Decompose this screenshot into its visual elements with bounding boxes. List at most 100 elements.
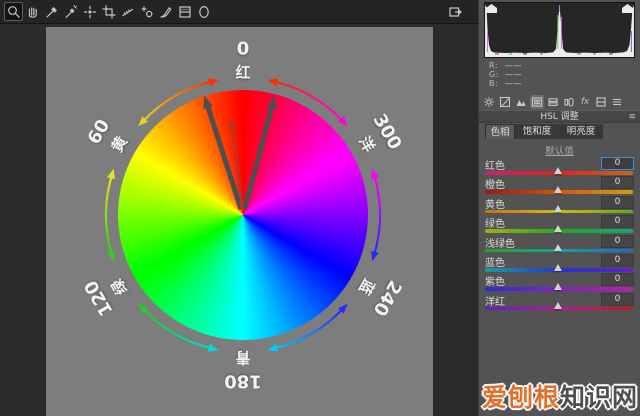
wheel-hue-label: 青	[235, 348, 251, 367]
zoom-tool-icon[interactable]	[4, 2, 23, 21]
hsl-slider-thumb[interactable]	[554, 263, 562, 271]
hsl-slider-label: 洋红	[485, 296, 505, 308]
presets-tab-icon[interactable]	[594, 95, 608, 109]
hsl-slider-value-input[interactable]: 0	[601, 157, 634, 170]
arc-arrowhead	[207, 343, 219, 352]
wheel-degree-label: 180	[224, 370, 262, 392]
hsl-slider-label: 绿色	[485, 219, 505, 231]
rgb-readout-b: B: ——	[489, 79, 522, 88]
color-sampler-tool-icon[interactable]	[61, 2, 80, 21]
arc-arrowhead	[371, 250, 379, 262]
wheel-labels: 0 红 300 洋 240 蓝 180 青 120 绿 60 黄	[46, 27, 433, 416]
camera-calibration-tab-icon[interactable]	[610, 95, 624, 109]
rgb-readout-g: G: ——	[489, 70, 522, 79]
hue-selection-arrowhead	[266, 95, 277, 110]
hsl-slider-row: 黄色 0	[479, 195, 640, 215]
detail-tab-icon[interactable]	[514, 95, 528, 109]
hsl-slider-thumb[interactable]	[554, 302, 562, 310]
hsl-slider-row: 浅绿色 0	[479, 234, 640, 254]
wheel-annotations	[104, 78, 382, 352]
wheel-hue-label: 黄	[108, 132, 132, 155]
hsl-slider-thumb[interactable]	[554, 244, 562, 252]
adjustment-brush-tool-icon[interactable]	[156, 2, 175, 21]
hsl-slider-thumb[interactable]	[554, 205, 562, 213]
hue-color-wheel	[118, 90, 368, 340]
histogram	[484, 2, 635, 58]
crop-tool-icon[interactable]	[99, 2, 118, 21]
effects-tab-icon[interactable]: fx	[580, 96, 590, 107]
hsl-panel-header: HSL 调整 ≡	[479, 110, 640, 123]
arc-arrowhead	[267, 343, 279, 352]
radial-filter-tool-icon[interactable]	[194, 2, 213, 21]
camera-raw-toolbar	[0, 0, 478, 24]
hue-selection-arrow	[242, 105, 275, 210]
tab-saturation[interactable]: 饱和度	[515, 124, 559, 139]
shadow-clipping-indicator[interactable]	[486, 4, 497, 13]
hsl-slider-thumb[interactable]	[554, 282, 562, 290]
tab-luminance[interactable]: 明亮度	[559, 124, 603, 139]
white-balance-tool-icon[interactable]	[42, 2, 61, 21]
hsl-grayscale-tab-icon[interactable]	[530, 94, 544, 109]
hue-selection-arrow	[230, 126, 244, 210]
hsl-slider-row: 红色 0	[479, 157, 640, 176]
hsl-slider-thumb[interactable]	[554, 185, 562, 193]
wheel-degree-label: 0	[236, 38, 250, 60]
straighten-tool-icon[interactable]	[118, 2, 137, 21]
hue-arc-arrow	[104, 176, 113, 254]
hsl-slider-row: 橙色 0	[479, 176, 640, 195]
highlight-clipping-indicator[interactable]	[622, 4, 633, 13]
hsl-slider-label: 紫色	[485, 277, 505, 289]
targeted-adjustment-tool-icon[interactable]	[80, 2, 99, 21]
arc-arrowhead	[337, 116, 348, 127]
tone-curve-tab-icon[interactable]	[498, 95, 512, 109]
hue-arc-arrow	[373, 176, 382, 254]
hsl-slider-value-input[interactable]: 0	[601, 234, 634, 248]
hsl-slider-row: 紫色 0	[479, 273, 640, 292]
hand-tool-icon[interactable]	[23, 2, 42, 21]
wheel-hue-label: 红	[235, 63, 251, 82]
arc-arrowhead	[107, 168, 115, 180]
hsl-slider-label: 黄色	[485, 199, 505, 211]
split-toning-tab-icon[interactable]	[546, 95, 560, 109]
hsl-slider-value-input[interactable]: 0	[601, 195, 634, 209]
hsl-slider-label: 橙色	[485, 180, 505, 192]
hsl-slider-thumb[interactable]	[554, 166, 562, 174]
arc-arrowhead	[267, 78, 279, 87]
hue-selection-arrowhead	[228, 119, 236, 130]
basic-tab-icon[interactable]	[482, 95, 496, 109]
camera-raw-panel: R: —— G: —— B: —— fx HSL 调整 ≡ 色相 饱和度 明亮度	[478, 0, 640, 416]
hue-arc-arrow	[143, 81, 211, 121]
site-watermark: 爱刨根知识网	[482, 378, 638, 414]
hsl-slider-value-input[interactable]: 0	[601, 254, 634, 267]
document-canvas: 0 红 300 洋 240 蓝 180 青 120 绿 60 黄	[46, 27, 433, 416]
open-preferences-icon[interactable]	[445, 2, 464, 21]
hsl-slider-value-input[interactable]: 0	[601, 273, 634, 287]
histogram-plot	[485, 5, 634, 57]
hue-arc-arrow	[275, 81, 343, 121]
hsl-slider-value-input[interactable]: 0	[601, 292, 634, 306]
hue-arc-arrow	[143, 309, 211, 349]
graduated-filter-tool-icon[interactable]	[175, 2, 194, 21]
watermark-text-gray: 知识网	[559, 383, 638, 412]
red-eye-tool-icon[interactable]	[137, 2, 156, 21]
hsl-slider-row: 洋红 0	[479, 292, 640, 312]
hue-selection-arrowhead	[203, 95, 213, 110]
default-values-button[interactable]: 默认值	[545, 146, 574, 157]
panel-tab-bar: fx	[482, 94, 624, 109]
lens-corrections-tab-icon[interactable]	[562, 95, 576, 109]
rgb-readout-r: R: ——	[489, 61, 522, 70]
hue-arc-arrow	[275, 309, 343, 349]
arc-arrowhead	[207, 78, 219, 87]
hue-selection-arrow	[205, 104, 244, 211]
arc-arrowhead	[138, 303, 149, 314]
hsl-slider-thumb[interactable]	[554, 224, 562, 232]
hsl-slider-value-input[interactable]: 0	[601, 176, 634, 190]
wheel-hue-label: 绿	[108, 275, 132, 298]
hsl-panel-title: HSL 调整	[540, 112, 579, 122]
tab-hue[interactable]: 色相	[485, 124, 515, 139]
hsl-slider-label: 蓝色	[485, 258, 505, 269]
panel-menu-icon[interactable]: ≡	[628, 112, 636, 122]
hsl-slider-value-input[interactable]: 0	[601, 215, 634, 229]
arc-arrowhead	[371, 168, 379, 180]
hsl-slider-row: 绿色 0	[479, 215, 640, 234]
